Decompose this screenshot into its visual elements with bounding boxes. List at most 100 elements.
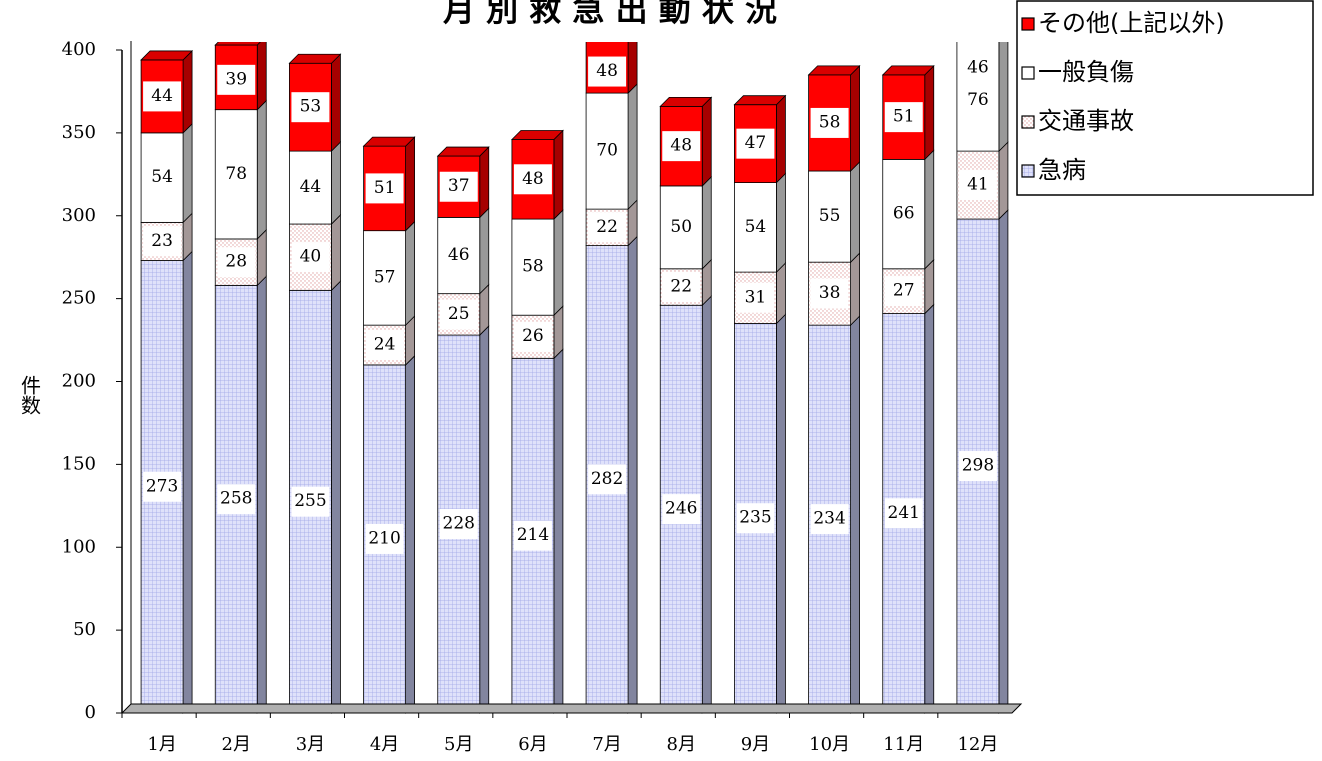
x-tick-label: 8月 (667, 734, 696, 755)
value-label-bg (365, 262, 404, 293)
value-label-bg (143, 81, 182, 112)
value-label: 26 (522, 326, 544, 346)
value-label: 22 (596, 217, 618, 237)
value-label-bg (365, 173, 404, 204)
x-tick-label: 3月 (296, 734, 325, 755)
bar-side (850, 315, 860, 714)
value-label-bg (291, 172, 330, 203)
bar-side (256, 228, 267, 287)
bar-side (701, 96, 712, 187)
value-label-bg (662, 494, 701, 525)
y-tick-label: 200 (62, 371, 96, 392)
value-label-bg (810, 278, 849, 309)
x-tick-label: 9月 (741, 734, 770, 755)
value-label: 25 (448, 304, 470, 324)
y-tick-label: 350 (62, 122, 96, 143)
y-tick-label: 0 (85, 702, 96, 723)
bar-side (776, 172, 786, 274)
value-label-bg (291, 242, 330, 273)
bar-side (405, 136, 415, 232)
bar-side (998, 42, 1009, 153)
bar-side (479, 207, 490, 295)
legend-swatch (1021, 17, 1035, 31)
value-label: 210 (368, 528, 400, 548)
bar-side (998, 141, 1009, 221)
bar-top (510, 130, 564, 140)
value-label-bg (810, 504, 849, 535)
bar-top (214, 42, 261, 46)
value-label-bg (439, 299, 478, 330)
bar-side (999, 0, 1008, 25)
value-label-bg (736, 128, 775, 159)
x-tick-label: 2月 (222, 734, 251, 755)
value-label-bg (662, 272, 701, 303)
bar-side (331, 141, 341, 226)
value-label: 78 (225, 164, 247, 184)
bar-side (331, 214, 341, 292)
legend-swatch (1021, 115, 1035, 129)
x-tick-label: 1月 (147, 734, 176, 755)
bar-top (659, 96, 713, 107)
x-tick-label: 11月 (883, 734, 924, 755)
legend-label: 交通事故 (1038, 107, 1134, 135)
value-label-bg (439, 509, 478, 540)
bar-side (850, 252, 860, 327)
bar-side (553, 348, 564, 714)
value-label-bg (513, 252, 552, 283)
value-label-bg (588, 212, 627, 243)
bar-top (807, 65, 861, 76)
value-label-bg (884, 498, 923, 529)
value-label: 246 (665, 499, 697, 519)
value-label: 28 (225, 252, 247, 272)
x-tick-label: 6月 (518, 734, 547, 755)
value-label: 234 (813, 509, 845, 529)
value-label: 27 (893, 281, 915, 301)
value-label-bg (143, 162, 182, 193)
value-label: 44 (151, 86, 173, 106)
bar-side (776, 262, 786, 325)
value-label-bg (958, 53, 997, 83)
y-tick-label: 100 (62, 536, 96, 557)
value-label-bg (884, 199, 923, 230)
value-label-bg (736, 282, 775, 313)
value-label-bg (958, 451, 997, 482)
value-label: 23 (151, 231, 173, 251)
bar (957, 0, 999, 25)
value-label-bg (884, 276, 923, 307)
bar-side (182, 122, 193, 224)
bar-side (627, 235, 638, 714)
value-label-bg (513, 520, 552, 551)
bar-top (436, 146, 490, 157)
bar-side (776, 94, 786, 184)
value-label-bg (439, 240, 478, 271)
value-label: 58 (522, 257, 544, 277)
value-label: 241 (888, 503, 920, 523)
value-label-bg (365, 330, 404, 361)
bar-top (362, 136, 416, 147)
bar-side (479, 325, 490, 714)
legend-label: 急病 (1038, 156, 1086, 184)
legend-swatch (1021, 66, 1035, 80)
value-label: 48 (596, 61, 618, 81)
value-label: 40 (300, 247, 322, 267)
value-label: 58 (819, 112, 841, 132)
bar-side (776, 313, 786, 714)
bar-top (288, 53, 342, 64)
bar-side (256, 275, 267, 714)
value-label: 50 (670, 217, 692, 237)
y-tick-label: 50 (73, 619, 96, 640)
y-tick-label: 300 (62, 205, 96, 226)
value-label: 66 (893, 204, 915, 224)
value-label: 31 (745, 287, 767, 307)
bar-side (850, 64, 860, 172)
value-label: 282 (591, 469, 623, 489)
value-label-bg (736, 212, 775, 243)
bar-side (331, 280, 341, 714)
legend-label: その他(上記以外) (1038, 9, 1225, 37)
bar-side (256, 42, 267, 111)
plot-area (140, 0, 1009, 714)
bar-side (331, 53, 341, 153)
bar-side (627, 83, 638, 211)
value-label: 44 (300, 177, 322, 197)
